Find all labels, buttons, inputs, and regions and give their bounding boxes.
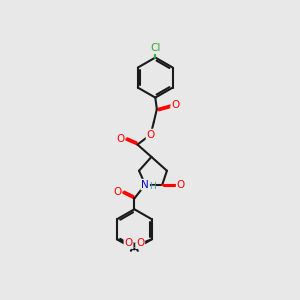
Text: O: O: [136, 238, 144, 248]
Text: O: O: [171, 100, 180, 110]
Text: Cl: Cl: [150, 43, 160, 53]
Text: O: O: [146, 130, 155, 140]
Text: H: H: [149, 182, 156, 191]
Text: N: N: [141, 180, 149, 190]
Text: O: O: [177, 180, 185, 190]
Text: O: O: [124, 238, 133, 248]
Text: O: O: [113, 187, 122, 197]
Text: O: O: [116, 134, 124, 144]
